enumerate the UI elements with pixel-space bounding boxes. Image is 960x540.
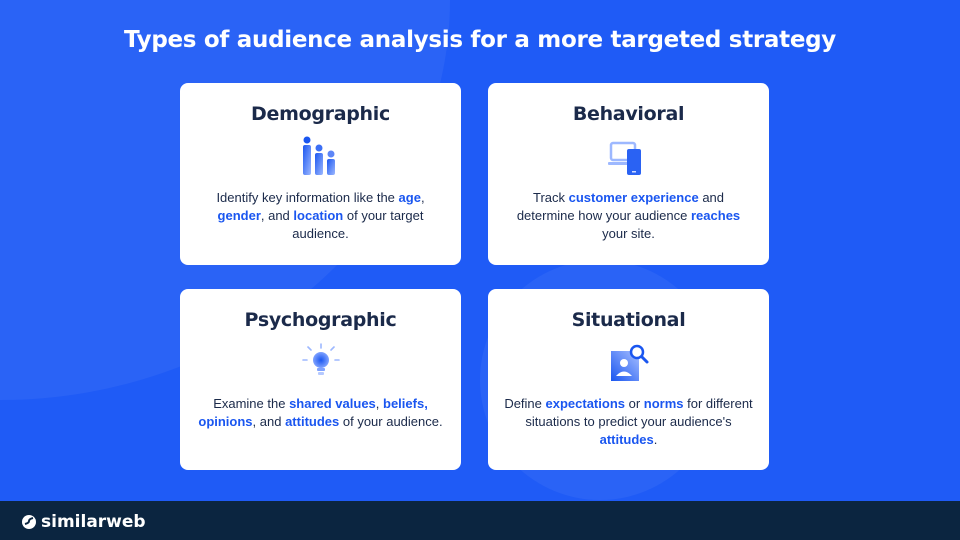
card-title: Situational [571, 309, 686, 331]
card-demographic: Demographic Identify key information lik… [180, 83, 461, 265]
card-situational: Situational Define expectations or norms… [488, 289, 769, 470]
card-title: Behavioral [572, 103, 685, 125]
card-psychographic: Psychographic Examine the shared values,… [180, 289, 461, 470]
card-description: Identify key information like the age, g… [216, 190, 425, 241]
page-title: Types of audience analysis for a more ta… [123, 27, 837, 53]
card-description: Track customer experience and determine … [516, 190, 741, 241]
card-description: Define expectations or norms for differe… [504, 396, 753, 447]
laptop-phone-icon [607, 141, 641, 175]
similarweb-logo: similarweb [22, 512, 146, 532]
card-title: Psychographic [244, 309, 397, 331]
card-title: Demographic [251, 103, 390, 125]
person-search-icon [610, 344, 648, 381]
card-description: Examine the shared values, beliefs, opin… [198, 396, 443, 429]
card-behavioral: Behavioral Track customer experience and… [488, 83, 769, 265]
similarweb-logo-icon [22, 515, 36, 529]
lightbulb-icon [301, 343, 340, 375]
people-bars-icon [302, 136, 335, 175]
footer: similarweb [0, 501, 960, 540]
